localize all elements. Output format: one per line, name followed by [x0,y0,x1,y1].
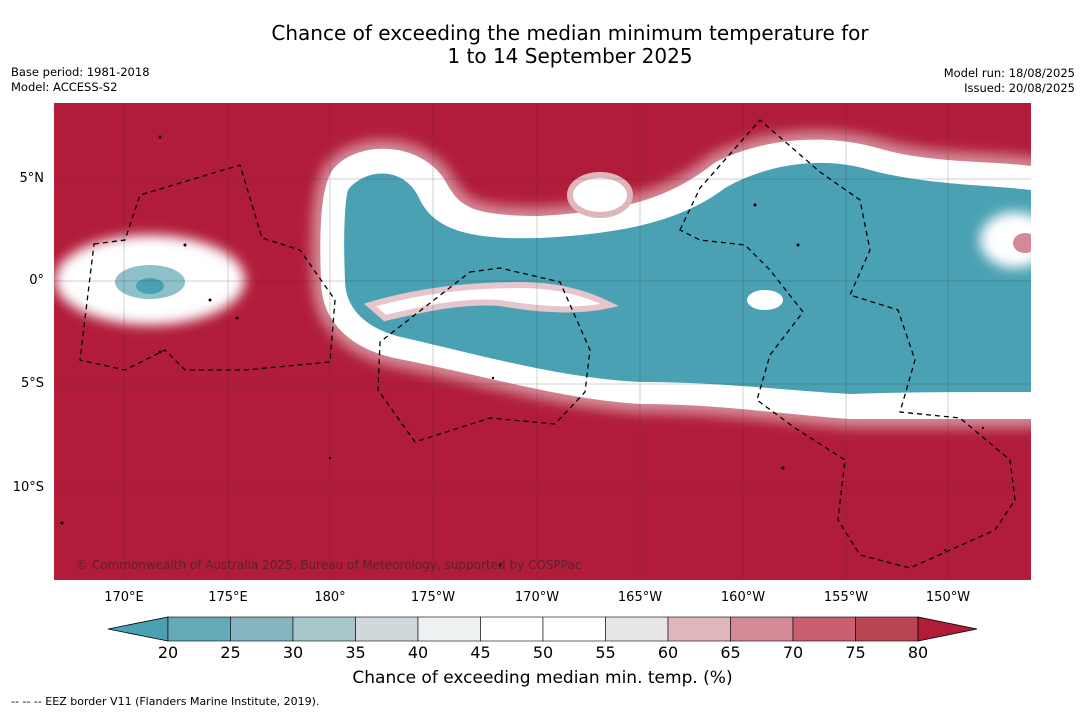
colorbar-arrow-low [107,616,169,642]
eez-borders [79,119,1016,569]
lon-label-170w: 170°W [514,590,560,605]
colorbar-tick-label: 50 [532,643,554,662]
eez-legend-note: -- -- -- EEZ border V11 (Flanders Marine… [11,695,320,708]
colorbar-tick-label: 30 [282,643,304,662]
eastern-edge-warm [1013,233,1031,253]
map-title-line1: Chance of exceeding the median minimum t… [271,21,869,45]
colorbar-arrow-high [917,616,978,642]
central-white-blob [747,290,783,310]
colorbar-tick-label: 40 [407,643,429,662]
colorbar-segment [292,616,356,642]
gridlines [54,103,1031,580]
model-run: Model run: 18/08/2025 [943,66,1075,80]
issued-date: Issued: 20/08/2025 [964,81,1075,95]
colorbar-tick-label: 20 [157,643,179,662]
colorbar-tick-label: 60 [657,643,679,662]
lon-label-165w: 165°W [617,590,663,605]
lon-label-160w: 160°W [720,590,766,605]
colorbar-tick-label: 80 [907,643,929,662]
lon-label-175e: 175°E [208,590,248,605]
copyright-credit: © Commonwealth of Australia 2025, Bureau… [76,558,582,572]
lon-label-180: 180° [314,590,346,605]
colorbar-tick-label: 75 [845,643,866,662]
lat-label-10s: 10°S [12,480,44,495]
colorbar-segment [417,616,481,642]
colorbar-segment [730,616,794,642]
lat-label-0: 0° [29,273,44,288]
colorbar [107,616,978,642]
colorbar-tick-label: 65 [720,643,741,662]
eastern-edge-patch [980,212,1031,268]
colorbar-segment [167,616,231,642]
colorbar-segment [667,616,731,642]
colorbar-segment [792,616,856,642]
lon-label-150w: 150°W [925,590,971,605]
colorbar-tick-label: 55 [595,643,616,662]
colorbar-tick-label: 70 [782,643,804,662]
lat-label-5n: 5°N [19,171,45,186]
colorbar-segment [542,616,606,642]
north-white-patch [567,172,633,218]
colorbar-segment [855,616,919,642]
colorbar-segment [605,616,669,642]
lon-label-175w: 175°W [410,590,456,605]
eastern-cool-region [311,130,1031,429]
colorbar-tick-label: 35 [345,643,366,662]
colorbar-segment [230,616,294,642]
lat-label-5s: 5°S [20,376,44,391]
western-cool-patch [55,235,245,325]
colorbar-label: Chance of exceeding median min. temp. (%… [352,668,733,688]
colorbar-tick-label: 25 [220,643,241,662]
island-dots [60,135,985,567]
map-title-line2: 1 to 14 September 2025 [447,44,693,68]
base-period: Base period: 1981-2018 [11,65,150,79]
colorbar-segment [480,616,544,642]
lon-label-170e: 170°E [104,590,144,605]
warm-intrusion [363,281,619,322]
meta-right: Model run: 18/08/2025 Issued: 20/08/2025 [944,66,1075,96]
colorbar-tick-label: 45 [470,643,491,662]
model-name: Model: ACCESS-S2 [11,80,118,94]
colorbar-segment [355,616,419,642]
meta-left: Base period: 1981-2018 Model: ACCESS-S2 [11,65,150,95]
lon-label-155w: 155°W [823,590,869,605]
